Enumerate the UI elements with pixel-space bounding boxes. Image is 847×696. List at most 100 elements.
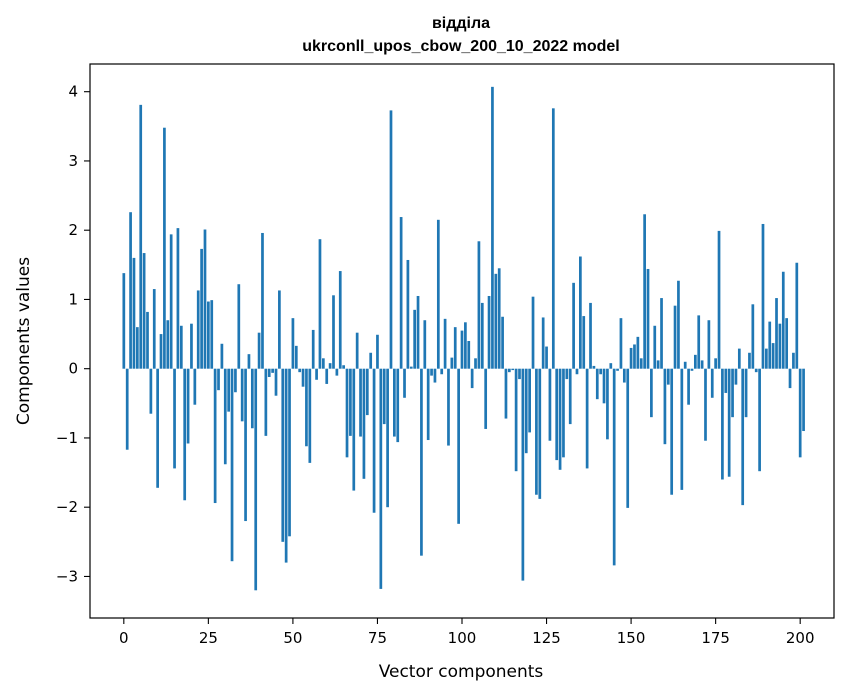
bar [629, 347, 633, 369]
bar [545, 346, 548, 369]
bar [318, 239, 322, 369]
bar [315, 368, 318, 380]
bar [748, 352, 751, 369]
bar [541, 317, 545, 369]
bar [707, 320, 711, 369]
bar [325, 368, 329, 384]
x-tick-label: 125 [532, 629, 561, 647]
bar [393, 368, 396, 437]
bar [237, 284, 241, 369]
chart-title: відділа [432, 15, 490, 32]
bar [646, 268, 650, 369]
bar [426, 368, 430, 441]
bar [480, 302, 484, 369]
bar [135, 327, 139, 369]
bar [254, 368, 258, 591]
bar [622, 368, 626, 383]
bar [700, 360, 704, 369]
bar [639, 358, 643, 369]
x-tick-label: 175 [701, 629, 730, 647]
bar [568, 368, 572, 425]
bar [514, 368, 518, 472]
bar [602, 368, 606, 404]
bar [511, 368, 515, 371]
bar [288, 368, 291, 537]
bar [633, 344, 636, 369]
bar [765, 348, 768, 369]
bar [504, 368, 508, 419]
bar [744, 368, 748, 418]
y-tick-label: −2 [56, 498, 78, 516]
bar [731, 368, 734, 418]
bar [234, 368, 237, 393]
bar [582, 316, 586, 369]
bar [538, 368, 542, 499]
bar [619, 318, 623, 369]
bar [430, 368, 433, 376]
bar [359, 368, 362, 437]
bar [311, 329, 315, 369]
bar [274, 368, 278, 396]
bar [528, 368, 531, 433]
y-tick-label: 4 [68, 83, 78, 101]
plot-frame [89, 63, 835, 619]
bar [761, 223, 765, 369]
bar [693, 354, 697, 369]
bar [660, 298, 663, 369]
bar [420, 368, 423, 556]
bar [758, 368, 761, 472]
bar [727, 368, 731, 477]
bar [227, 368, 231, 412]
y-tick-label: 2 [68, 221, 78, 239]
bar [579, 256, 582, 369]
bar [666, 368, 670, 385]
bar [467, 341, 471, 369]
bar [159, 334, 163, 369]
bar [396, 368, 400, 443]
bar [575, 368, 579, 375]
bar [484, 368, 488, 429]
chart-subtitle: ukrconll_upos_cbow_200_10_2022 model [302, 38, 619, 55]
bar [477, 241, 481, 369]
bar [406, 259, 410, 369]
bar [156, 368, 159, 488]
bar [169, 234, 173, 369]
bar [352, 368, 356, 491]
x-tick-label: 0 [119, 629, 129, 647]
y-tick-label: 3 [68, 152, 78, 170]
bar [139, 104, 143, 369]
bar [507, 368, 511, 373]
bar [751, 304, 755, 369]
bar [244, 368, 247, 522]
bar [592, 365, 596, 369]
bar [413, 309, 417, 369]
bar [163, 127, 166, 369]
bar [179, 325, 183, 369]
bar [572, 282, 575, 369]
bar [271, 368, 274, 373]
bar [335, 368, 339, 376]
bar [210, 300, 214, 369]
bar [294, 345, 298, 369]
bar [518, 368, 521, 380]
bar [491, 86, 494, 369]
bar [704, 368, 707, 441]
bar [785, 318, 789, 369]
bar [423, 320, 427, 369]
bar [193, 368, 197, 405]
bar [464, 322, 467, 369]
bar [342, 365, 345, 369]
bar [403, 368, 406, 398]
bar [487, 295, 491, 369]
bar [795, 262, 799, 369]
bar [409, 366, 413, 369]
bar [230, 368, 234, 562]
bar [443, 318, 447, 369]
bar [440, 368, 444, 375]
bar [186, 368, 190, 444]
bar [589, 302, 592, 369]
bar [643, 214, 646, 369]
bar [190, 323, 193, 369]
bar [338, 271, 342, 369]
